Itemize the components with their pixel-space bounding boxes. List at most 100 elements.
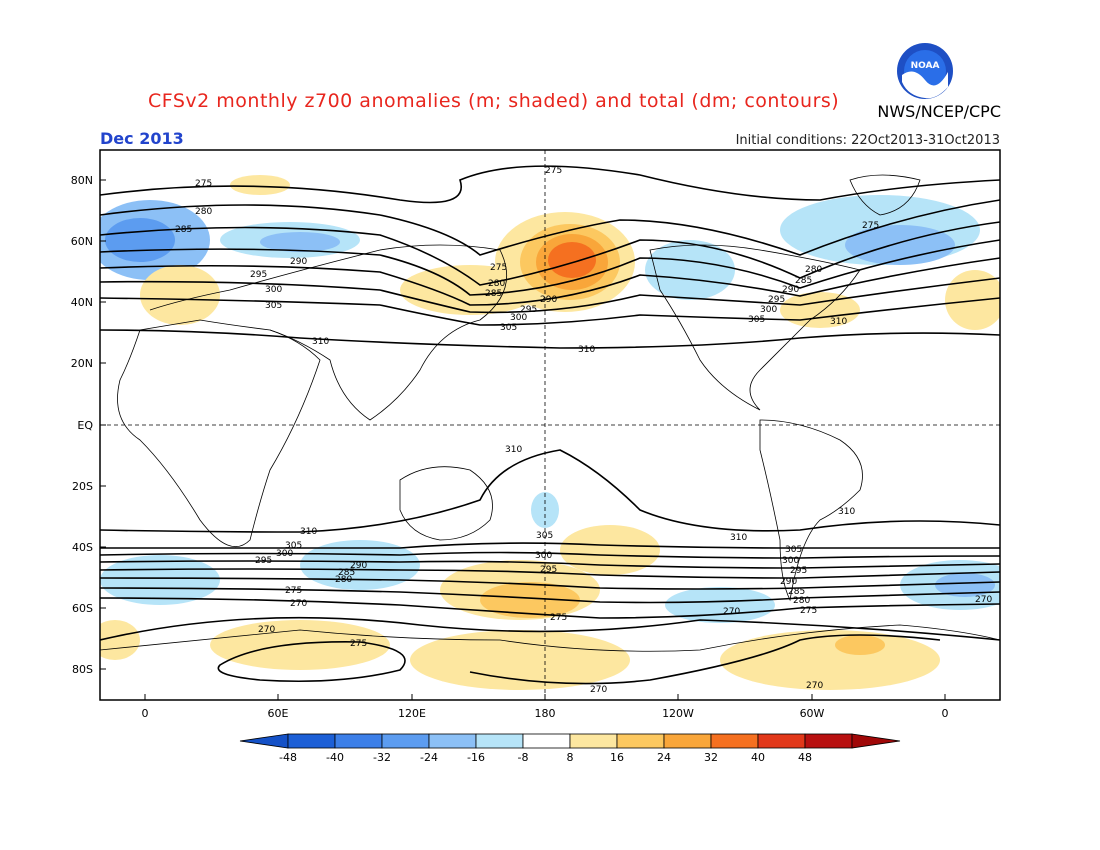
noaa-logo-icon: NOAA (897, 43, 953, 99)
colorbar-label: 48 (798, 751, 812, 764)
lat-label: 60S (72, 602, 93, 615)
contour-label: 285 (795, 276, 812, 286)
contour-270-antarctic (469, 634, 941, 685)
anomaly-negative (100, 555, 220, 605)
contour-310-south (100, 449, 1000, 533)
contour-label: 275 (350, 639, 367, 649)
colorbar-label: 16 (610, 751, 624, 764)
map-title: CFSv2 monthly z700 anomalies (m; shaded)… (148, 90, 840, 112)
colorbar-label: -40 (326, 751, 344, 764)
anomaly-positive (548, 242, 596, 278)
contour-label: 295 (255, 556, 272, 566)
lat-label: 80N (71, 174, 93, 187)
colorbar-high-arrow (851, 733, 901, 749)
organization-label: NWS/NCEP/CPC (877, 102, 1001, 121)
colorbar-low-arrow (239, 733, 289, 749)
contour-label: 275 (490, 263, 507, 273)
contour-295-south (100, 560, 1000, 569)
contour-label: 310 (838, 507, 855, 517)
contour-label: 285 (175, 225, 192, 235)
contour-label: 280 (793, 596, 810, 606)
coastline-europe-africa (117, 319, 321, 548)
contour-label: 310 (578, 345, 595, 355)
lon-label: 120E (398, 707, 426, 720)
anomaly-positive (140, 265, 220, 325)
anomaly-positive (720, 630, 940, 690)
contour-310-north (100, 329, 1000, 349)
contour-label: 270 (723, 607, 740, 617)
contour-label: 275 (862, 221, 879, 231)
contour-label: 310 (730, 533, 747, 543)
anomaly-negative (645, 240, 735, 300)
colorbar-segment (381, 733, 430, 749)
contour-label: 280 (335, 575, 352, 585)
anomaly-positive (480, 582, 580, 618)
colorbar-segment (757, 733, 806, 749)
contour-305-south (100, 542, 1000, 549)
colorbar-segment (804, 733, 853, 749)
colorbar-label: 24 (657, 751, 671, 764)
colorbar-label: -8 (518, 751, 529, 764)
contour-label: 285 (485, 289, 502, 299)
contour-300-south (100, 551, 1000, 559)
anomaly-negative (105, 218, 175, 262)
contour-label: 270 (290, 599, 307, 609)
anomaly-negative (665, 587, 775, 623)
lat-label: EQ (77, 419, 93, 432)
contour-label: 305 (785, 545, 802, 555)
contour-label: 300 (535, 551, 552, 561)
colorbar-label: 8 (567, 751, 574, 764)
lon-label: 60E (268, 707, 289, 720)
contour-285 (100, 221, 1000, 286)
coastline-north-america (649, 244, 861, 411)
lon-label: 120W (662, 707, 694, 720)
lat-label: 80S (72, 663, 93, 676)
contour-label: 270 (590, 685, 607, 695)
colorbar-label: 40 (751, 751, 765, 764)
contour-label: 295 (540, 565, 557, 575)
height-contours (100, 165, 1000, 685)
colorbar-label: -16 (467, 751, 485, 764)
lat-label: 20N (71, 357, 93, 370)
colorbar-segment (663, 733, 712, 749)
anomaly-positive (780, 292, 860, 328)
contour-label: 300 (760, 305, 777, 315)
lat-label: 40S (72, 541, 93, 554)
contour-280-south (100, 587, 1000, 604)
contour-275 (100, 165, 1000, 204)
contour-label: 280 (805, 265, 822, 275)
colorbar-segment (522, 733, 571, 749)
contour-275-south (100, 597, 1000, 619)
contour-label: 275 (285, 586, 302, 596)
contour-label: 300 (276, 549, 293, 559)
contour-label: 300 (265, 285, 282, 295)
contour-285-south (100, 577, 1000, 590)
colorbar-label: -24 (420, 751, 438, 764)
contour-label: 280 (195, 207, 212, 217)
lat-label: 60N (71, 235, 93, 248)
initial-conditions: Initial conditions: 22Oct2013-31Oct2013 (735, 133, 1000, 148)
anomaly-negative (935, 573, 995, 597)
anomaly-positive (100, 620, 140, 660)
coastline-australia (399, 466, 493, 541)
coastline-eurasia (149, 244, 507, 421)
contour-label: 270 (806, 681, 823, 691)
contour-label: 310 (830, 317, 847, 327)
contour-305 (100, 297, 1000, 326)
colorbar-segment (569, 733, 618, 749)
colorbar: -48 -40 -32 -24 -16 -8 8 16 24 32 40 48 (239, 733, 901, 764)
contour-275-antarctic (217, 641, 406, 683)
contour-labels: 275 280 285 290 295 300 305 310 275 275 … (175, 166, 992, 695)
contour-label: 280 (488, 279, 505, 289)
anomaly-positive (560, 525, 660, 575)
contour-290-south (100, 568, 1000, 579)
anomaly-positive (835, 635, 885, 655)
lat-label: 40N (71, 296, 93, 309)
contour-label: 295 (520, 305, 537, 315)
colorbar-segment (287, 733, 336, 749)
contour-300 (100, 277, 1000, 314)
contour-label: 275 (800, 606, 817, 616)
anomaly-positive (210, 620, 390, 670)
contour-label: 285 (338, 568, 355, 578)
